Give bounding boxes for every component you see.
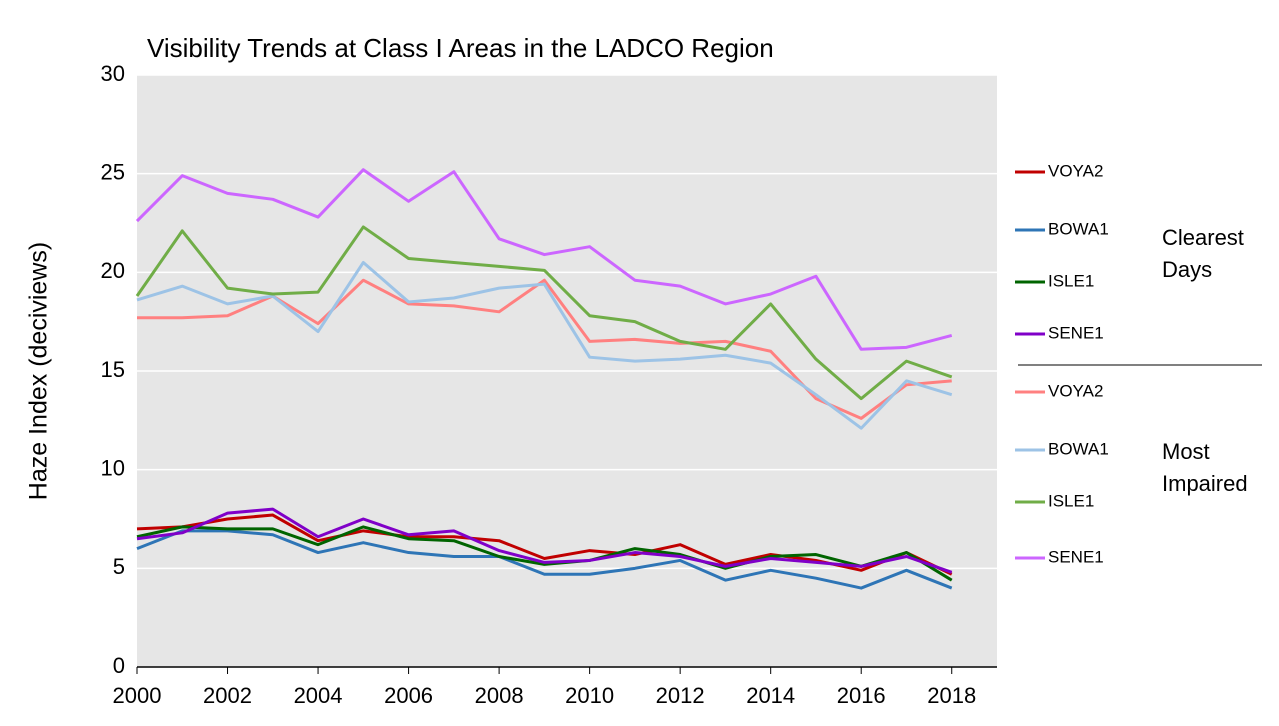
series-line: [136, 507, 953, 574]
chart-title: Visibility Trends at Class I Areas in th…: [147, 33, 774, 63]
legend-label: SENE1: [1048, 323, 1104, 342]
y-tick-label: 15: [101, 357, 125, 382]
x-tick-label: 2010: [565, 683, 614, 708]
y-tick-label: 20: [101, 258, 125, 283]
legend-label: VOYA2: [1048, 381, 1103, 400]
x-tick-label: 2014: [746, 683, 795, 708]
x-tick-label: 2002: [203, 683, 252, 708]
annotation: Most Impaired: [1162, 439, 1248, 496]
x-tick-label: 2008: [475, 683, 524, 708]
y-tick-label: 5: [113, 554, 125, 579]
y-axis-label: Haze Index (deciviews): [25, 242, 53, 500]
legend-label: ISLE1: [1048, 491, 1094, 510]
x-tick-label: 2000: [113, 683, 162, 708]
x-tick-label: 2012: [656, 683, 705, 708]
series-line: [136, 525, 953, 582]
y-tick-label: 30: [101, 61, 125, 86]
y-tick-label: 10: [101, 455, 125, 480]
annotation: Clearest Days: [1162, 225, 1244, 282]
x-tick-label: 2006: [384, 683, 433, 708]
series-line: [135, 225, 953, 401]
x-tick-label: 2018: [927, 683, 976, 708]
legend-label: SENE1: [1048, 547, 1104, 566]
series-line: [136, 513, 953, 576]
x-tick-label: 2004: [294, 683, 343, 708]
series-line: [135, 168, 953, 351]
y-tick-label: 25: [101, 159, 125, 184]
x-tick-label: 2016: [837, 683, 886, 708]
legend-label: VOYA2: [1048, 161, 1103, 180]
legend-label: BOWA1: [1048, 219, 1109, 238]
series-line: [136, 260, 953, 430]
legend-label: ISLE1: [1048, 271, 1094, 290]
legend-label: BOWA1: [1048, 439, 1109, 458]
series-line: [136, 529, 953, 590]
y-tick-label: 0: [113, 653, 125, 678]
